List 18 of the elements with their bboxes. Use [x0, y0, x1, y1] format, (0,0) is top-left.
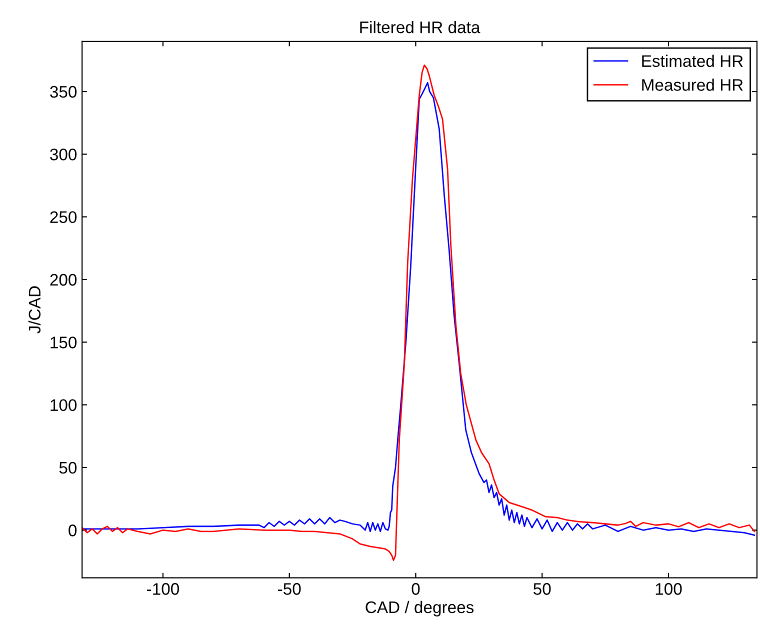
y-tick-label: 150	[50, 336, 77, 348]
y-tick-label: 350	[50, 86, 77, 98]
x-axis-title: CAD / degrees	[366, 600, 474, 616]
y-tick-label: 250	[50, 211, 77, 224]
x-tick-label: 50	[534, 583, 551, 595]
y-tick-label: 300	[50, 148, 77, 160]
legend-label: Measured HR	[642, 78, 743, 91]
x-tick-label: 100	[656, 583, 682, 595]
y-tick-label: 0	[68, 524, 77, 536]
y-tick-label: 50	[59, 462, 77, 474]
y-tick-label: 200	[50, 274, 77, 286]
y-tick-label: 100	[50, 399, 77, 412]
x-tick-label: -100	[147, 583, 179, 595]
x-tick-label: -50	[278, 583, 301, 595]
chart-title: Filtered HR data	[360, 20, 480, 34]
legend-label: Estimated HR	[642, 54, 743, 67]
y-axis-title: J/CAD	[28, 286, 41, 334]
x-tick-label: 0	[412, 583, 420, 595]
